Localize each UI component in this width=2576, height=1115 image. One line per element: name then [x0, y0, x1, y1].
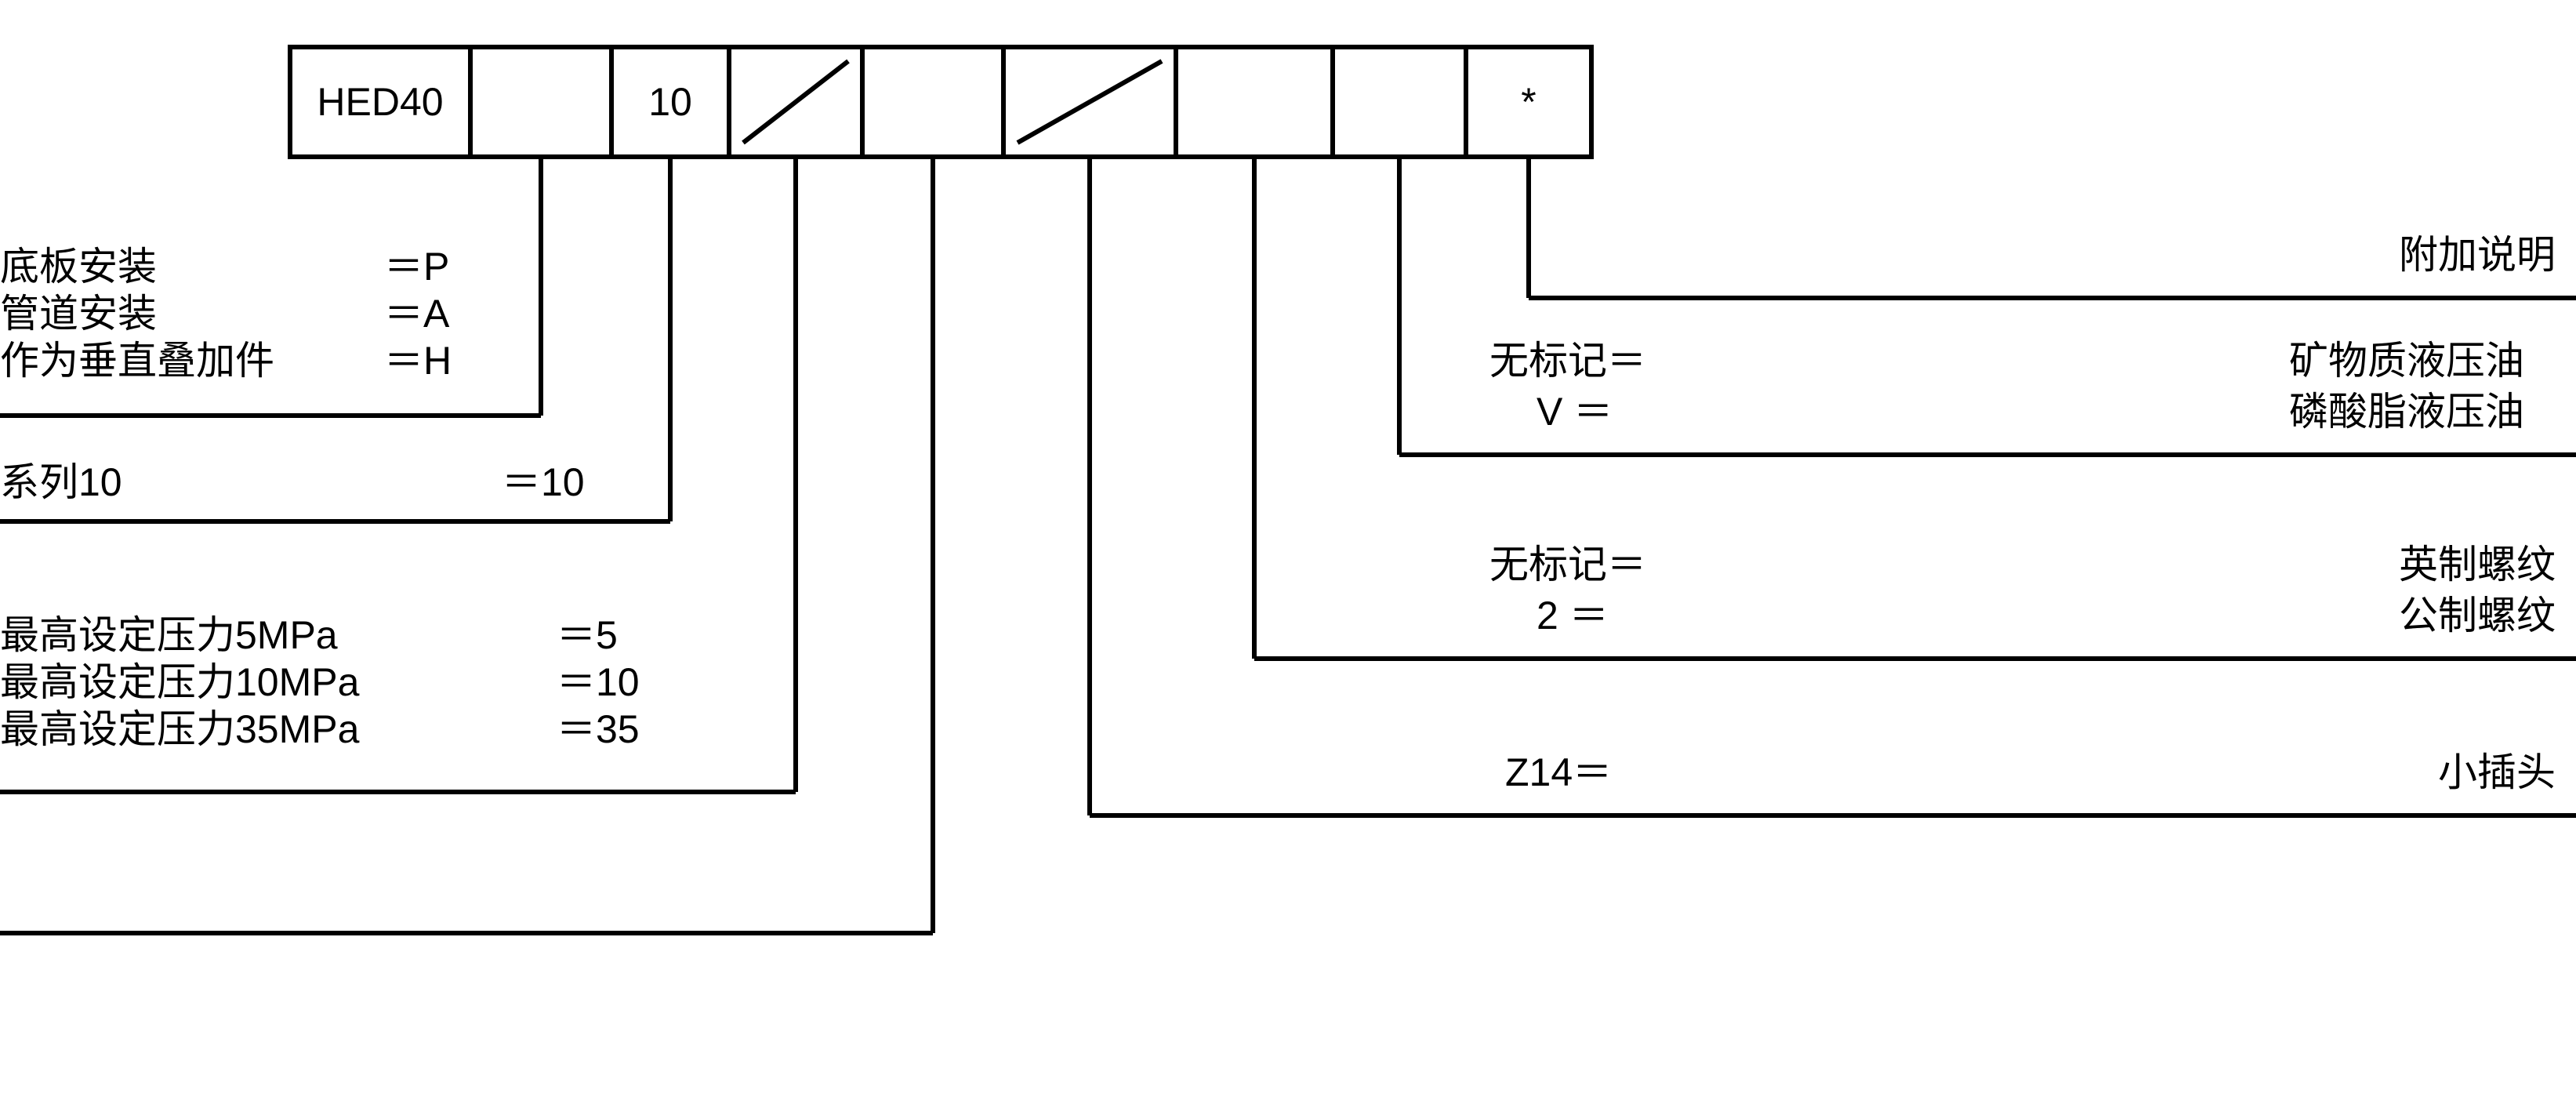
left-value: ＝35 [557, 707, 640, 751]
left-value: ＝5 [557, 613, 618, 657]
model-code-diagram: HED40 10 * 底板安装 ＝P 管道安装 ＝A 作为垂直叠加件 ＝H 系列10 ＝10 最高设定… [0, 0, 2576, 1115]
code-cell-7 [1333, 47, 1466, 157]
slash-5 [1018, 61, 1162, 143]
right-code: Z14＝ [1505, 750, 1612, 794]
right-label: 矿物质液压油 [2289, 339, 2524, 383]
left-label: 最高设定压力35MPa [0, 707, 360, 751]
slash-3 [743, 61, 848, 143]
code-text-2: 10 [648, 80, 692, 124]
left-label: 最高设定压力10MPa [0, 660, 360, 704]
right-code: V ＝ [1537, 390, 1613, 434]
code-cell-1 [470, 47, 611, 157]
right-label: 附加说明 [2399, 233, 2556, 277]
left-label: 系列10 [0, 460, 122, 504]
left-value: ＝10 [502, 460, 585, 504]
right-code: 无标记＝ [1489, 339, 1646, 383]
right-code: 2 ＝ [1537, 594, 1609, 637]
code-text-8: * [1521, 80, 1536, 124]
right-label: 磷酸脂液压油 [2289, 390, 2524, 434]
left-value: ＝P [384, 245, 449, 289]
left-label: 最高设定压力5MPa [0, 613, 338, 657]
left-label: 管道安装 [0, 292, 157, 336]
right-label: 英制螺纹 [2399, 543, 2556, 587]
code-text-0: HED40 [317, 80, 443, 124]
right-code: 无标记＝ [1489, 543, 1646, 587]
left-label: 作为垂直叠加件 [0, 339, 274, 383]
left-value: ＝H [384, 339, 452, 383]
right-label: 小插头 [2438, 750, 2556, 794]
left-label: 底板安装 [0, 245, 157, 289]
code-cell-6 [1176, 47, 1333, 157]
code-cell-4 [862, 47, 1003, 157]
left-value: ＝10 [557, 660, 640, 704]
right-label: 公制螺纹 [2399, 594, 2556, 637]
left-value: ＝A [384, 292, 450, 336]
